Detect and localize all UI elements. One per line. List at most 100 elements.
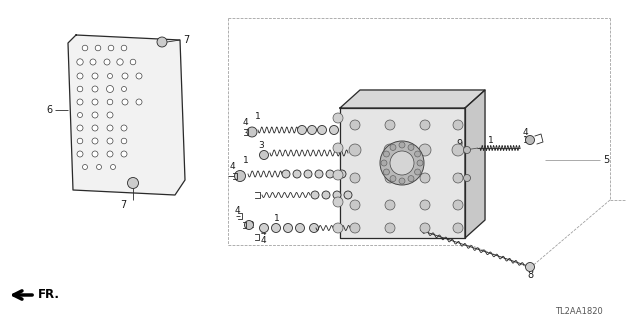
Text: 1: 1 xyxy=(523,135,529,145)
Text: 7: 7 xyxy=(120,200,126,210)
Circle shape xyxy=(326,170,334,178)
Circle shape xyxy=(525,135,534,145)
Circle shape xyxy=(408,176,414,181)
Circle shape xyxy=(77,99,83,105)
Circle shape xyxy=(350,120,360,130)
Circle shape xyxy=(92,86,98,92)
Circle shape xyxy=(92,112,98,118)
Text: 7: 7 xyxy=(183,35,189,45)
Text: 4: 4 xyxy=(243,117,248,126)
Circle shape xyxy=(385,120,395,130)
Circle shape xyxy=(390,151,414,175)
Circle shape xyxy=(304,170,312,178)
Text: TL2AA1820: TL2AA1820 xyxy=(555,308,603,316)
Circle shape xyxy=(420,223,430,233)
Circle shape xyxy=(420,200,430,210)
Circle shape xyxy=(350,173,360,183)
Circle shape xyxy=(121,45,127,51)
Circle shape xyxy=(284,223,292,233)
Text: 9: 9 xyxy=(456,139,462,149)
Circle shape xyxy=(107,112,113,118)
Text: 8: 8 xyxy=(527,270,533,280)
Circle shape xyxy=(92,73,98,79)
Circle shape xyxy=(107,151,113,157)
Circle shape xyxy=(380,141,424,185)
Circle shape xyxy=(77,125,83,131)
Circle shape xyxy=(330,125,339,134)
Circle shape xyxy=(92,151,98,157)
Circle shape xyxy=(349,144,361,156)
Circle shape xyxy=(121,125,127,131)
Circle shape xyxy=(385,200,395,210)
Circle shape xyxy=(77,151,83,157)
Circle shape xyxy=(117,59,124,65)
Circle shape xyxy=(419,144,431,156)
Circle shape xyxy=(259,223,269,233)
Circle shape xyxy=(157,37,167,47)
Circle shape xyxy=(390,176,396,181)
Text: 1: 1 xyxy=(488,135,493,145)
Circle shape xyxy=(121,138,127,144)
Circle shape xyxy=(384,144,396,156)
Circle shape xyxy=(453,200,463,210)
Circle shape xyxy=(122,99,128,105)
Circle shape xyxy=(95,45,101,51)
Text: 1: 1 xyxy=(255,111,260,121)
Circle shape xyxy=(420,173,430,183)
Circle shape xyxy=(136,73,142,79)
Circle shape xyxy=(82,45,88,51)
Circle shape xyxy=(259,150,269,159)
Polygon shape xyxy=(68,35,185,195)
Circle shape xyxy=(111,164,115,170)
Text: 1: 1 xyxy=(243,156,249,164)
Circle shape xyxy=(453,223,463,233)
Circle shape xyxy=(77,113,83,117)
Circle shape xyxy=(106,85,113,92)
Circle shape xyxy=(107,125,113,131)
Circle shape xyxy=(108,74,113,78)
Circle shape xyxy=(417,160,423,166)
Circle shape xyxy=(333,191,341,199)
Polygon shape xyxy=(340,90,485,108)
Text: 1: 1 xyxy=(274,213,280,222)
Circle shape xyxy=(452,144,464,156)
Text: 4: 4 xyxy=(261,236,267,244)
Circle shape xyxy=(390,144,396,150)
Circle shape xyxy=(315,170,323,178)
Circle shape xyxy=(420,120,430,130)
Circle shape xyxy=(92,99,98,105)
Circle shape xyxy=(130,59,136,65)
Circle shape xyxy=(108,99,113,105)
Text: 2: 2 xyxy=(248,220,253,229)
Circle shape xyxy=(307,125,317,134)
Circle shape xyxy=(127,178,138,188)
Circle shape xyxy=(317,125,326,134)
Circle shape xyxy=(77,59,83,65)
Circle shape xyxy=(381,160,387,166)
Text: 9: 9 xyxy=(456,173,462,183)
Circle shape xyxy=(77,73,83,79)
Circle shape xyxy=(333,197,343,207)
Circle shape xyxy=(383,151,389,157)
Circle shape xyxy=(244,220,253,229)
Circle shape xyxy=(322,191,330,199)
Text: 4: 4 xyxy=(523,127,529,137)
Circle shape xyxy=(234,171,246,181)
Circle shape xyxy=(92,138,98,144)
Circle shape xyxy=(344,191,352,199)
Circle shape xyxy=(408,144,414,150)
Circle shape xyxy=(333,143,343,153)
Circle shape xyxy=(399,178,405,184)
Text: 6: 6 xyxy=(46,105,52,115)
Circle shape xyxy=(310,223,319,233)
Circle shape xyxy=(271,223,280,233)
Circle shape xyxy=(77,138,83,144)
Circle shape xyxy=(453,120,463,130)
Circle shape xyxy=(463,174,470,181)
Circle shape xyxy=(385,223,395,233)
Text: FR.: FR. xyxy=(38,289,60,301)
Circle shape xyxy=(415,151,420,157)
Circle shape xyxy=(383,169,389,175)
Text: 4: 4 xyxy=(235,205,241,214)
Text: 4: 4 xyxy=(261,228,267,236)
